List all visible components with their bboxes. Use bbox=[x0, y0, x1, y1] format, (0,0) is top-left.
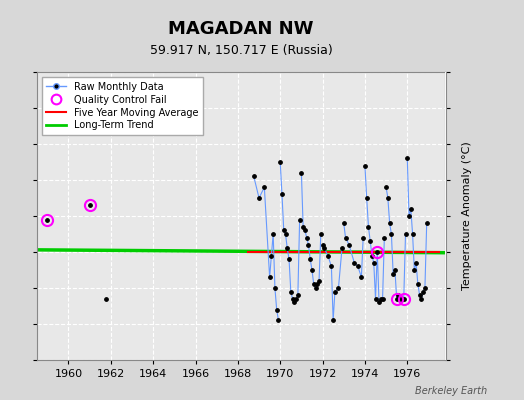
Point bbox=[285, 256, 293, 262]
Point bbox=[43, 216, 51, 223]
Point bbox=[416, 292, 424, 298]
Point bbox=[357, 274, 366, 280]
Point bbox=[394, 292, 402, 298]
Point bbox=[260, 184, 268, 190]
Point bbox=[308, 267, 316, 273]
Point bbox=[101, 296, 110, 302]
Point bbox=[302, 234, 311, 241]
Point bbox=[280, 227, 288, 234]
Point bbox=[421, 285, 429, 291]
Point bbox=[398, 296, 406, 302]
Point bbox=[354, 263, 362, 270]
Point bbox=[334, 285, 343, 291]
Point bbox=[287, 288, 295, 295]
Point bbox=[417, 296, 425, 302]
Point bbox=[306, 256, 314, 262]
Text: 59.917 N, 150.717 E (Russia): 59.917 N, 150.717 E (Russia) bbox=[150, 44, 332, 57]
Point bbox=[319, 242, 327, 248]
Point bbox=[304, 242, 313, 248]
Point bbox=[391, 267, 399, 273]
Point bbox=[392, 296, 401, 302]
Point bbox=[410, 267, 419, 273]
Point bbox=[401, 231, 410, 237]
Point bbox=[316, 231, 325, 237]
Point bbox=[272, 306, 281, 313]
Point bbox=[255, 195, 263, 201]
Point bbox=[350, 260, 358, 266]
Point bbox=[329, 317, 337, 324]
Point bbox=[412, 260, 420, 266]
Point bbox=[288, 296, 297, 302]
Point bbox=[375, 299, 383, 306]
Point bbox=[422, 220, 431, 226]
Point bbox=[419, 288, 428, 295]
Point bbox=[372, 296, 380, 302]
Point bbox=[377, 296, 385, 302]
Point bbox=[361, 162, 369, 169]
Text: MAGADAN NW: MAGADAN NW bbox=[168, 20, 314, 38]
Point bbox=[387, 231, 396, 237]
Point bbox=[296, 216, 304, 223]
Point bbox=[368, 252, 376, 259]
Point bbox=[384, 195, 392, 201]
Point bbox=[292, 296, 300, 302]
Legend: Raw Monthly Data, Quality Control Fail, Five Year Moving Average, Long-Term Tren: Raw Monthly Data, Quality Control Fail, … bbox=[41, 77, 203, 135]
Point bbox=[299, 224, 308, 230]
Point bbox=[380, 234, 388, 241]
Point bbox=[320, 245, 329, 252]
Point bbox=[345, 242, 353, 248]
Point bbox=[364, 224, 373, 230]
Point bbox=[408, 231, 417, 237]
Point bbox=[85, 202, 94, 208]
Point bbox=[315, 278, 323, 284]
Point bbox=[301, 227, 309, 234]
Point bbox=[297, 170, 305, 176]
Point bbox=[313, 281, 321, 288]
Point bbox=[359, 234, 367, 241]
Point bbox=[310, 281, 318, 288]
Point bbox=[405, 213, 413, 219]
Point bbox=[338, 245, 346, 252]
Point bbox=[363, 195, 371, 201]
Point bbox=[274, 317, 282, 324]
Point bbox=[290, 299, 299, 306]
Point bbox=[324, 252, 332, 259]
Point bbox=[269, 231, 277, 237]
Y-axis label: Temperature Anomaly (°C): Temperature Anomaly (°C) bbox=[462, 142, 472, 290]
Point bbox=[373, 249, 381, 255]
Point bbox=[403, 155, 411, 162]
Point bbox=[369, 260, 378, 266]
Point bbox=[407, 206, 415, 212]
Point bbox=[281, 231, 290, 237]
Point bbox=[378, 296, 387, 302]
Point bbox=[266, 274, 274, 280]
Point bbox=[400, 296, 408, 302]
Text: Berkeley Earth: Berkeley Earth bbox=[415, 386, 487, 396]
Point bbox=[382, 184, 390, 190]
Point bbox=[283, 245, 291, 252]
Point bbox=[311, 285, 320, 291]
Point bbox=[278, 191, 286, 198]
Point bbox=[341, 234, 350, 241]
Point bbox=[271, 285, 279, 291]
Point bbox=[293, 292, 302, 298]
Point bbox=[396, 296, 405, 302]
Point bbox=[389, 270, 397, 277]
Point bbox=[386, 220, 394, 226]
Point bbox=[327, 263, 335, 270]
Point bbox=[267, 252, 276, 259]
Point bbox=[249, 173, 258, 180]
Point bbox=[366, 238, 375, 244]
Point bbox=[340, 220, 348, 226]
Point bbox=[413, 281, 422, 288]
Point bbox=[276, 159, 285, 165]
Point bbox=[331, 288, 339, 295]
